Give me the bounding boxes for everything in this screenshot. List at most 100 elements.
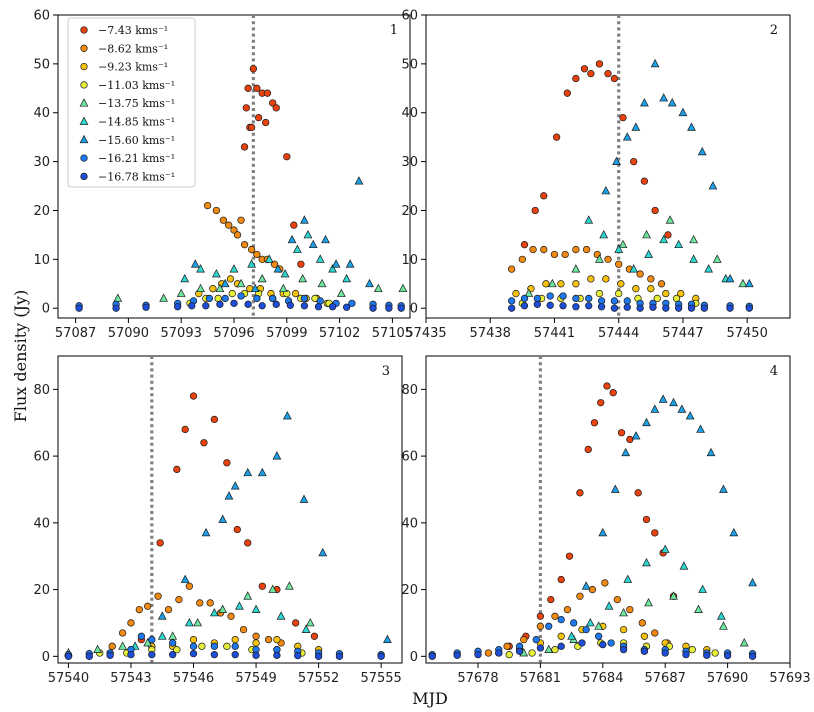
plot-frame: [425, 355, 791, 664]
x-tick-label: 57090: [108, 326, 149, 341]
data-point: [610, 74, 619, 83]
y-tick-label: 60: [33, 9, 50, 24]
legend-label: −16.21 kms⁻¹: [98, 152, 175, 165]
data-point: [565, 552, 574, 560]
data-point: [257, 273, 267, 283]
data-point: [269, 99, 277, 107]
data-point: [189, 392, 198, 400]
data-point: [64, 652, 73, 660]
data-point: [383, 634, 392, 643]
data-point: [629, 264, 639, 273]
data-point: [235, 601, 244, 610]
data-point: [280, 269, 290, 278]
x-tick-label: 57447: [662, 326, 703, 341]
data-point: [135, 605, 143, 614]
data-point: [300, 302, 309, 310]
data-point: [237, 292, 245, 300]
data-point: [657, 280, 666, 288]
data-point: [610, 484, 620, 493]
data-point: [299, 494, 309, 503]
data-point: [532, 635, 540, 644]
data-point: [303, 229, 313, 239]
data-point: [590, 419, 599, 427]
data-point: [169, 639, 177, 647]
data-point: [642, 229, 651, 239]
x-axis-label: MJD: [412, 689, 448, 708]
data-point: [640, 98, 649, 107]
data-point: [221, 294, 229, 303]
x-tick-label: 57444: [598, 326, 639, 341]
data-point: [244, 539, 252, 547]
data-point: [230, 481, 240, 490]
data-point: [205, 294, 214, 303]
data-point: [601, 185, 611, 195]
data-point: [231, 651, 239, 659]
data-point: [318, 547, 328, 557]
data-point: [689, 234, 699, 244]
data-point: [551, 646, 559, 654]
data-point: [664, 231, 672, 239]
data-point: [662, 289, 670, 298]
y-tick-label: 20: [33, 583, 50, 598]
data-point: [239, 625, 248, 634]
data-point: [531, 206, 539, 215]
data-point: [533, 300, 541, 308]
data-point: [168, 631, 178, 640]
y-tick-label: 80: [33, 383, 50, 398]
data-point: [703, 651, 711, 659]
data-point: [612, 156, 621, 165]
data-point: [331, 259, 341, 268]
data-point: [550, 250, 559, 259]
data-point: [621, 447, 631, 457]
data-point: [209, 285, 217, 293]
data-point: [685, 411, 695, 420]
data-point: [536, 612, 545, 620]
data-point: [726, 304, 734, 312]
data-point: [224, 491, 234, 500]
data-point: [706, 447, 716, 457]
data-point: [137, 632, 146, 640]
x-tick-label: 57546: [173, 671, 214, 686]
data-point: [576, 489, 584, 497]
data-point: [336, 288, 346, 297]
data-point: [698, 584, 708, 593]
data-point: [189, 650, 198, 658]
data-point: [218, 604, 228, 613]
data-point: [127, 651, 135, 659]
y-tick-label: 20: [401, 583, 418, 598]
data-point: [507, 297, 516, 305]
data-point: [196, 264, 205, 273]
data-point: [585, 618, 595, 627]
data-point: [247, 123, 256, 132]
data-point: [157, 631, 167, 640]
data-point: [512, 289, 520, 298]
data-point: [231, 635, 239, 644]
data-point: [198, 642, 206, 650]
data-point: [249, 65, 258, 73]
data-point: [228, 289, 236, 298]
data-point: [112, 304, 120, 312]
data-point: [642, 417, 651, 427]
legend-marker: [79, 98, 89, 107]
data-point: [169, 651, 177, 659]
data-point: [156, 539, 164, 547]
data-point: [587, 275, 595, 283]
data-point: [632, 285, 640, 293]
data-point: [542, 280, 550, 288]
x-tick-label: 57093: [161, 326, 202, 341]
data-point: [650, 404, 660, 413]
legend-marker: [79, 134, 89, 144]
data-point: [585, 294, 593, 303]
data-point: [106, 651, 114, 659]
data-point: [365, 278, 374, 288]
data-point: [619, 607, 628, 617]
legend-box: [67, 17, 196, 188]
data-point: [636, 270, 644, 278]
y-tick-label: 40: [33, 516, 50, 531]
data-point: [85, 652, 93, 660]
y-tick-label: 30: [401, 155, 418, 170]
x-tick-label: 57681: [520, 671, 561, 686]
data-point: [278, 283, 288, 293]
y-tick-label: 60: [401, 9, 418, 24]
data-point: [520, 294, 529, 303]
